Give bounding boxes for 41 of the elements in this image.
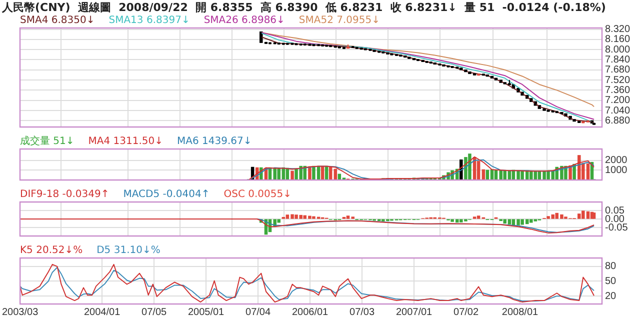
text: SMA13 6.8397↓ bbox=[108, 15, 190, 26]
x-tick-label: 07/02 bbox=[454, 306, 479, 318]
y-tick-label: 7.520 bbox=[605, 74, 630, 86]
series-label: OSC 0.0055↓ bbox=[224, 189, 292, 200]
series-label: DIF9-18 -0.0349↑ bbox=[20, 189, 110, 200]
x-tick-label: 2003/03 bbox=[2, 306, 39, 318]
y-tick-label: 8.000 bbox=[605, 44, 630, 56]
y-tick-label: -0.05 bbox=[605, 222, 628, 234]
x-tick-label: 2007/01 bbox=[396, 306, 433, 318]
text: SMA4 6.8350↓ bbox=[20, 15, 95, 26]
chart-title: 人民幣(CNY) 週線圖 2008/09/22 開 6.8355 高 6.8390 低 6.8231 收 6.8231↓ 量 51 -0.0124 (-0.18%) bbox=[1, 0, 607, 15]
text: MA4 1311.50↓ bbox=[88, 136, 164, 147]
y-tick-label: 1000 bbox=[605, 164, 628, 176]
x-tick-label: 07/04 bbox=[246, 306, 271, 318]
y-tick-label: 80 bbox=[605, 261, 617, 272]
x-tick-label: 2004/01 bbox=[84, 306, 121, 318]
y-tick-label: 8.160 bbox=[605, 34, 630, 46]
text: D5 31.10↓% bbox=[96, 245, 160, 256]
y-tick-label: 20 bbox=[605, 290, 617, 302]
x-tick-label: 07/03 bbox=[350, 306, 375, 318]
text: 成交量 51↓ bbox=[20, 136, 74, 147]
series-label: SMA52 7.0955↓ bbox=[298, 15, 380, 26]
y-tick-label: 50 bbox=[605, 276, 617, 287]
y-tick-label: 0.00 bbox=[605, 214, 625, 225]
series-label: K5 20.52↓% bbox=[20, 245, 83, 256]
text: MA6 1439.67↓ bbox=[177, 136, 252, 147]
y-tick-label: 7.840 bbox=[605, 54, 630, 66]
y-tick-label: 7.200 bbox=[605, 95, 630, 106]
x-tick-label: 2006/01 bbox=[292, 306, 329, 318]
series-label: SMA26 6.8986↓ bbox=[204, 15, 285, 26]
x-tick-label: 2005/01 bbox=[188, 306, 225, 318]
x-tick-label: 2008/01 bbox=[502, 306, 539, 318]
series-label: MACD5 -0.0404↑ bbox=[123, 189, 210, 200]
y-tick-label: 7.040 bbox=[605, 105, 630, 116]
x-tick-label: 07/05 bbox=[142, 306, 168, 318]
y-tick-label: 6.880 bbox=[605, 115, 630, 126]
y-tick-label: 7.680 bbox=[605, 64, 630, 76]
y-tick-label: 2000 bbox=[605, 155, 628, 166]
y-tick-label: 0.05 bbox=[605, 205, 625, 216]
y-tick-label: 8.320 bbox=[605, 24, 630, 36]
y-tick-label: 7.360 bbox=[605, 84, 630, 96]
